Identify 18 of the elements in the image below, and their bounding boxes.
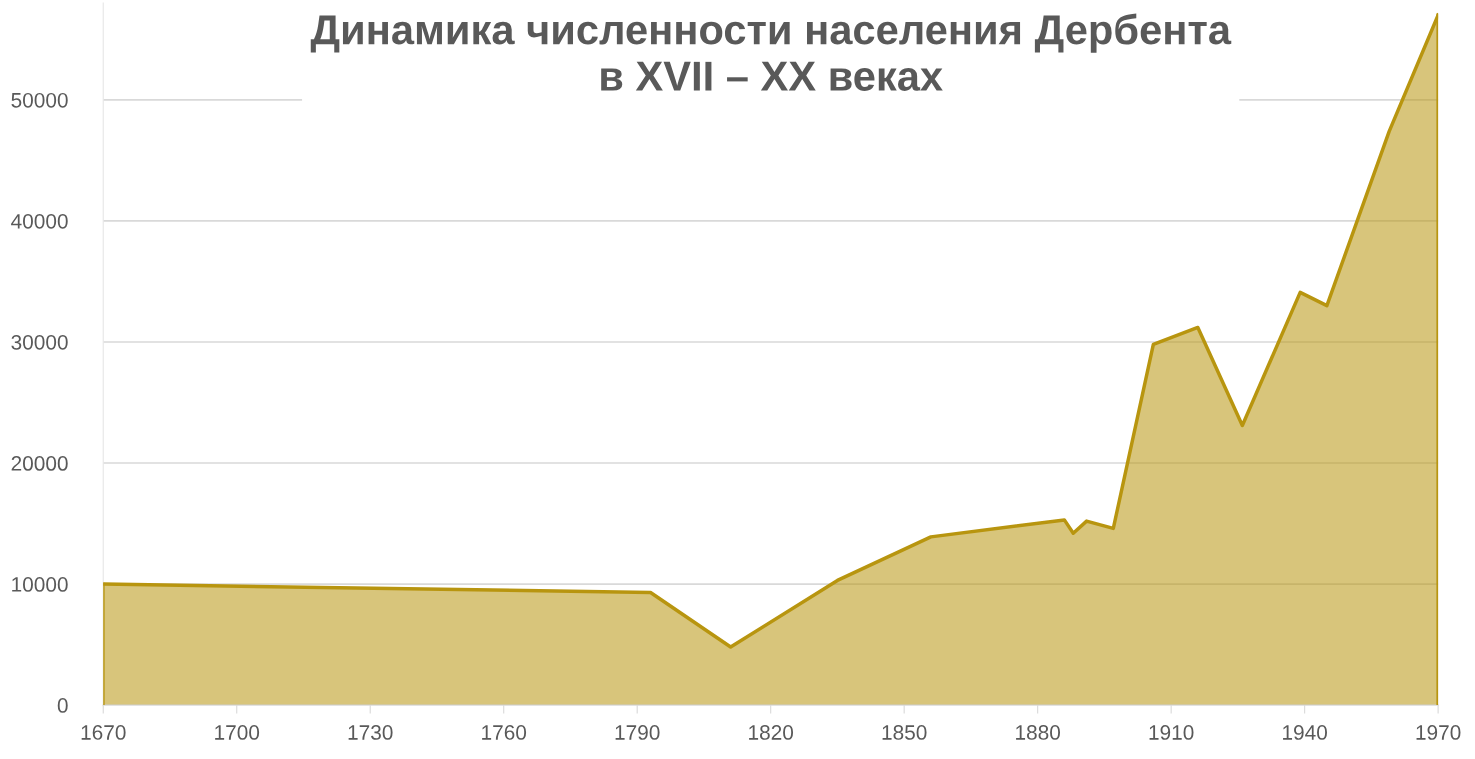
x-tick-label: 1790 xyxy=(615,725,660,740)
x-tick-label: 1730 xyxy=(348,725,393,740)
x-tick-label: 1970 xyxy=(1416,725,1461,740)
x-tick-label: 1850 xyxy=(882,725,927,740)
x-tick-label: 1910 xyxy=(1149,725,1194,740)
x-tick-label: 1700 xyxy=(215,725,260,740)
y-tick-label: 10000 xyxy=(12,577,68,592)
y-tick-label: 40000 xyxy=(11,213,68,229)
y-tick-label: 0 xyxy=(57,698,68,713)
y-tick-label: 50000 xyxy=(11,92,68,108)
x-tick-label: 1940 xyxy=(1283,725,1327,740)
text: Динамика численности населения Дербента в XVII – XX веках xyxy=(310,13,1232,91)
x-tick-label: 1760 xyxy=(482,725,527,740)
x-tick-label: 1880 xyxy=(1016,725,1061,740)
y-tick-label: 20000 xyxy=(11,456,68,471)
x-tick-label: 1670 xyxy=(81,725,126,740)
x-tick-label: 1820 xyxy=(749,725,794,740)
y-tick-label: 30000 xyxy=(11,334,68,350)
